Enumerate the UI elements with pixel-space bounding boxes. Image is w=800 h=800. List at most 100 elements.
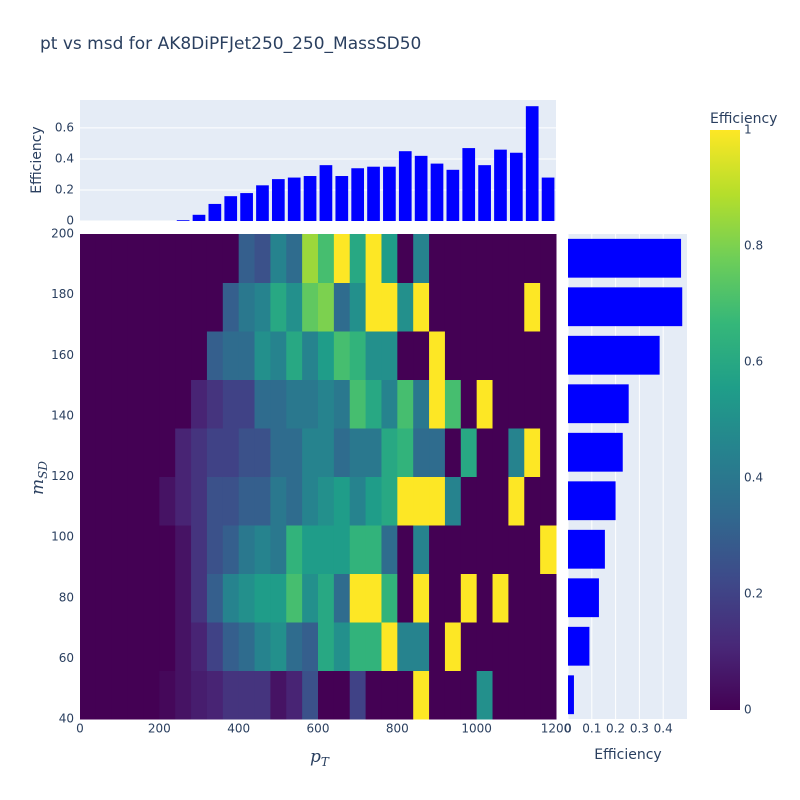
heatmap-cell	[397, 476, 414, 526]
heatmap-cell	[397, 670, 414, 720]
colorbar-tick-label: 1	[744, 123, 752, 137]
heatmap-cell	[413, 622, 430, 671]
heatmap-cell	[286, 573, 303, 623]
x-tick-label: 0.2	[606, 722, 625, 736]
colorbar-title: Efficiency	[710, 111, 777, 127]
heatmap-cell	[127, 573, 144, 623]
heatmap-cell	[111, 573, 129, 623]
heatmap-cell	[540, 234, 557, 283]
bar	[568, 432, 623, 472]
heatmap-cell	[381, 525, 398, 574]
heatmap-cell	[175, 476, 192, 526]
heatmap-cell	[429, 428, 446, 477]
y-tick-label: 0	[66, 214, 74, 228]
heatmap-cell	[397, 622, 414, 671]
heatmap-cell	[80, 525, 97, 574]
heatmap-cell	[143, 234, 160, 283]
heatmap-cell	[429, 622, 446, 671]
y-tick-label: 120	[51, 469, 74, 483]
heatmap-cell	[80, 331, 97, 380]
heatmap-cell	[159, 573, 176, 623]
heatmap-cell	[429, 331, 446, 380]
heatmap-cell	[524, 622, 541, 671]
plot-background	[80, 100, 556, 221]
heatmap-cell	[349, 379, 367, 429]
heatmap-cell	[349, 428, 367, 477]
heatmap-cell	[318, 622, 335, 671]
colorbar-tick-label: 0.2	[744, 587, 763, 601]
x-tick-label: 0.4	[654, 722, 673, 736]
heatmap-cell	[349, 331, 367, 380]
bar	[568, 238, 682, 278]
heatmap-cell	[444, 525, 462, 574]
heatmap-cell	[302, 476, 319, 526]
heatmap-cell	[143, 428, 160, 477]
heatmap-cell	[460, 282, 478, 332]
heatmap-cell	[254, 622, 271, 671]
x-tick-label: 400	[227, 722, 250, 736]
bar	[430, 163, 444, 221]
heatmap-cell	[286, 331, 303, 380]
heatmap-cell	[286, 282, 303, 332]
bar	[509, 152, 523, 221]
heatmap-cell	[333, 622, 351, 671]
heatmap-cell	[238, 331, 256, 380]
bar	[383, 166, 396, 221]
heatmap-cell	[175, 282, 192, 332]
heatmap-cell	[492, 379, 509, 429]
heatmap-cell	[191, 525, 208, 574]
heatmap-cell	[444, 331, 462, 380]
heatmap-cell	[238, 234, 256, 283]
heatmap-cell	[333, 379, 351, 429]
bar	[446, 169, 460, 221]
heatmap-cell	[127, 525, 144, 574]
heatmap-cell	[238, 573, 256, 623]
heatmap-cell	[508, 331, 525, 380]
heatmap-cell	[524, 331, 541, 380]
heatmap-cell	[127, 379, 144, 429]
heatmap-cell	[540, 379, 557, 429]
heatmap-cell	[397, 573, 414, 623]
x-tick-label: 200	[148, 722, 171, 736]
heatmap-cell	[508, 525, 525, 574]
heatmap-cell	[333, 428, 351, 477]
heatmap-cell	[143, 525, 160, 574]
heatmap-cell	[476, 573, 494, 623]
y-tick-label: 200	[51, 227, 74, 241]
y-tick-label: 140	[51, 408, 74, 422]
heatmap-cell	[127, 282, 144, 332]
bar	[525, 106, 539, 221]
heatmap-cell	[349, 282, 367, 332]
heatmap-cell	[80, 428, 97, 477]
heatmap-cell	[540, 573, 557, 623]
heatmap-cell	[365, 282, 382, 332]
heatmap-cell	[191, 379, 208, 429]
axis-title-sub: SD	[36, 461, 50, 479]
heatmap-cell	[286, 476, 303, 526]
heatmap-cell	[175, 331, 192, 380]
heatmap-cell	[381, 670, 398, 720]
bar	[287, 177, 301, 221]
heatmap-cell	[413, 525, 430, 574]
heatmap-cell	[175, 428, 192, 477]
heatmap-cell	[333, 282, 351, 332]
heatmap-cell	[222, 331, 240, 380]
bar	[568, 675, 574, 715]
heatmap-cell	[159, 476, 176, 526]
bar	[478, 165, 491, 221]
heatmap-cell	[333, 670, 351, 720]
heatmap-cell	[476, 525, 494, 574]
heatmap-cell	[238, 379, 256, 429]
heatmap-cell	[524, 234, 541, 283]
heatmap-cell	[460, 670, 478, 720]
heatmap-cell	[127, 476, 144, 526]
heatmap-cell	[222, 670, 240, 720]
colorbar-tick-label: 0.4	[744, 471, 763, 485]
heatmap-cell	[143, 670, 160, 720]
heatmap-cell	[80, 476, 97, 526]
heatmap-cell	[222, 428, 240, 477]
heatmap-cell	[460, 622, 478, 671]
heatmap-cell	[270, 282, 287, 332]
axis-title-base: m	[28, 479, 48, 495]
heatmap-cell	[175, 525, 192, 574]
